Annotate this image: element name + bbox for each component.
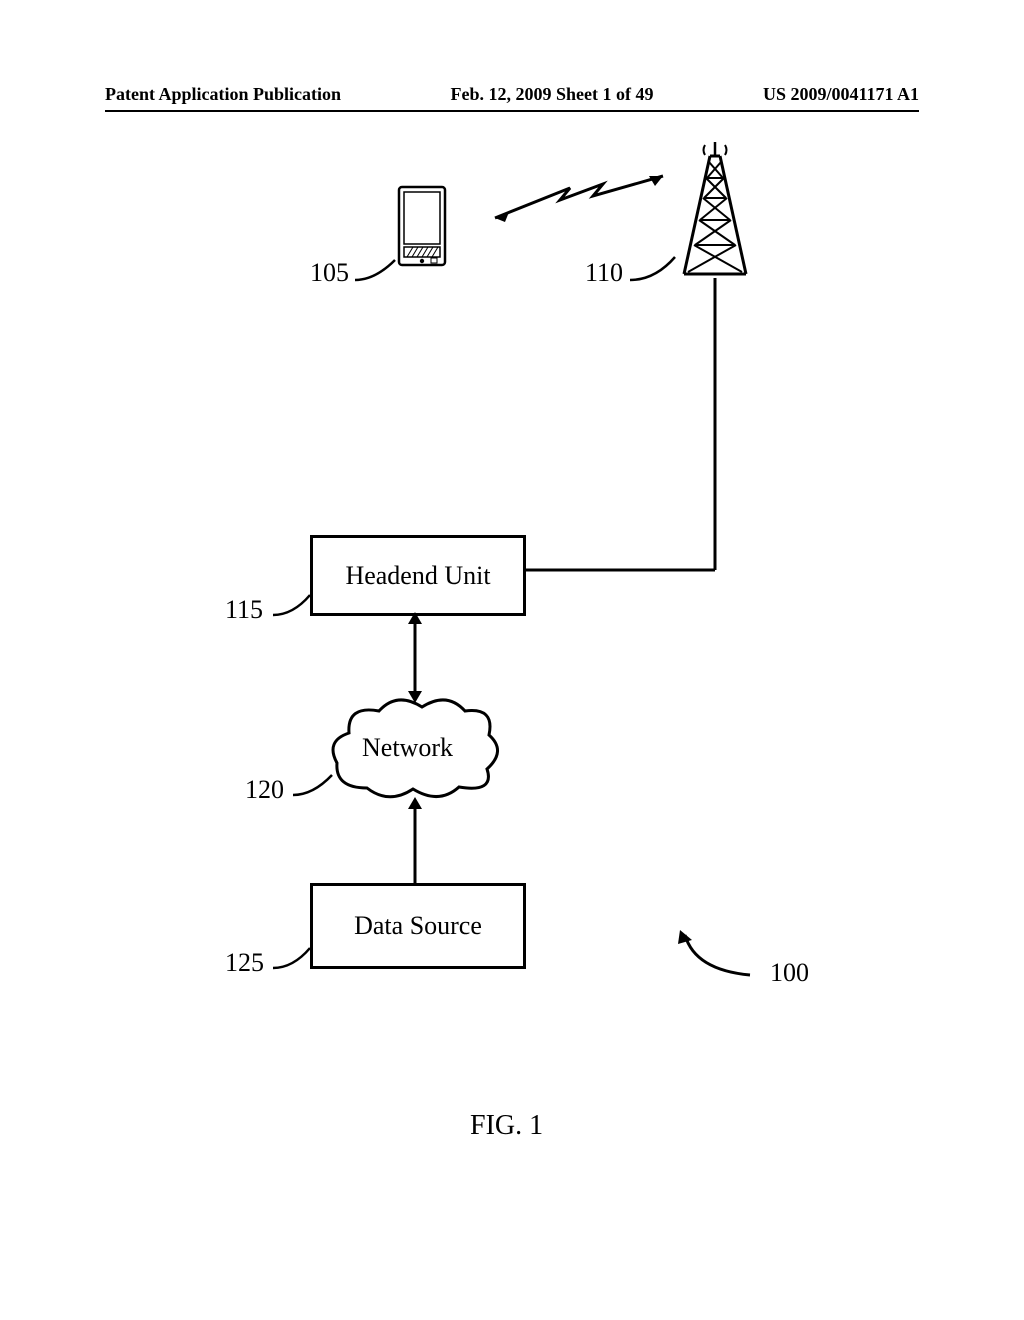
- leader-100: [670, 930, 760, 985]
- header-left: Patent Application Publication: [105, 84, 341, 105]
- headend-label: Headend Unit: [345, 561, 490, 591]
- header-rule: [105, 110, 919, 112]
- leader-115: [268, 590, 318, 620]
- header-right: US 2009/0041171 A1: [763, 84, 919, 105]
- mobile-device-icon: [395, 185, 449, 267]
- data-source-box: Data Source: [310, 883, 526, 969]
- connector-headend-network: [403, 610, 427, 705]
- network-label: Network: [362, 733, 453, 763]
- figure-caption: FIG. 1: [470, 1110, 543, 1142]
- header-center: Feb. 12, 2009 Sheet 1 of 49: [451, 84, 654, 105]
- headend-unit-box: Headend Unit: [310, 535, 526, 616]
- leader-125: [268, 943, 318, 973]
- leader-105: [350, 255, 400, 285]
- broadcast-tower-icon: [678, 142, 752, 278]
- connector-network-datasource: [403, 795, 427, 890]
- connector-tower-headend: [520, 275, 720, 575]
- ref-115: 115: [225, 595, 263, 625]
- ref-125: 125: [225, 948, 264, 978]
- diagram-area: 105: [0, 140, 1024, 1140]
- page: Patent Application Publication Feb. 12, …: [0, 0, 1024, 1320]
- data-source-label: Data Source: [354, 911, 482, 941]
- wireless-signal-icon: [485, 170, 675, 230]
- page-header: Patent Application Publication Feb. 12, …: [0, 84, 1024, 105]
- leader-120: [288, 770, 338, 800]
- ref-105: 105: [310, 258, 349, 288]
- ref-120: 120: [245, 775, 284, 805]
- ref-100: 100: [770, 958, 809, 988]
